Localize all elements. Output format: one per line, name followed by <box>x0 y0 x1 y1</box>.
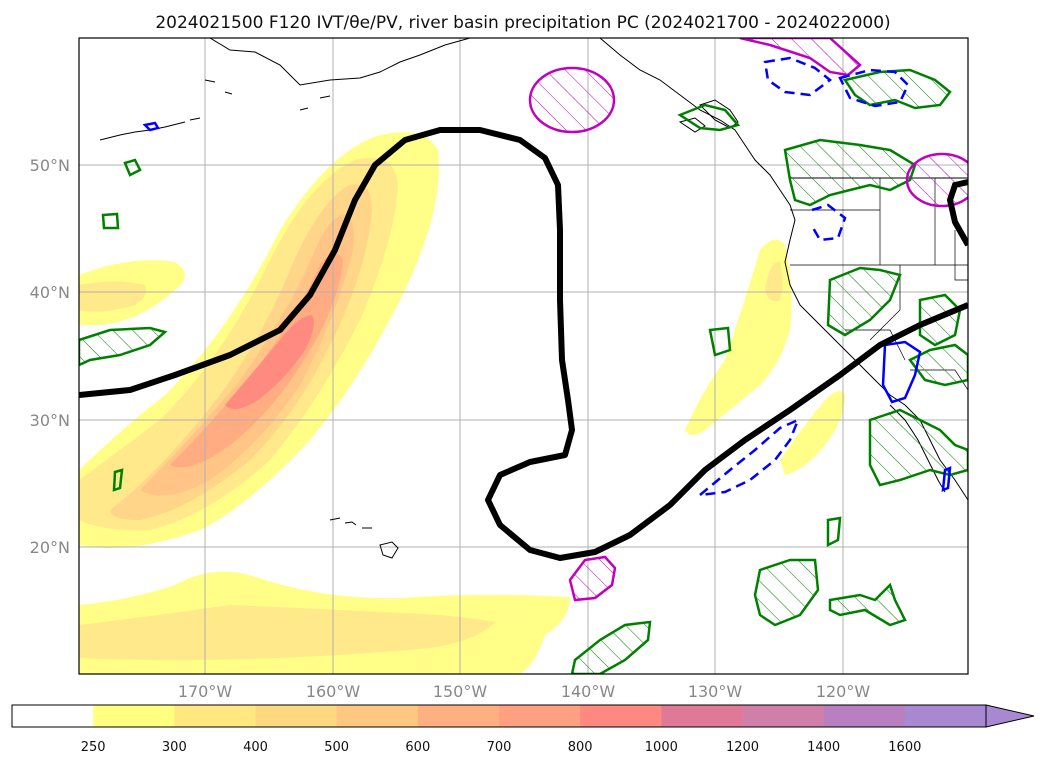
ivt-west-lobe-inner <box>79 281 147 312</box>
latitude-labels: 50°N 40°N 30°N 20°N <box>30 156 70 557</box>
lat-label-20: 20°N <box>30 538 70 557</box>
colorbar-tick-label: 1000 <box>645 740 678 755</box>
colorbar-tick-label: 1200 <box>726 740 759 755</box>
lat-label-50: 50°N <box>30 156 70 175</box>
colorbar-bin <box>823 705 906 727</box>
ivt-plume-500 <box>140 215 354 496</box>
lon-label-120w: 120°W <box>816 682 871 701</box>
ivt-east-plume-inner <box>765 261 783 302</box>
lon-label-140w: 140°W <box>561 682 616 701</box>
colorbar-bin <box>417 705 500 727</box>
map-frame <box>78 37 969 675</box>
colorbar-tick-label: 800 <box>568 740 593 755</box>
lon-label-130w: 130°W <box>688 682 743 701</box>
longitude-labels: 170°W 160°W 150°W 140°W 130°W 120°W <box>178 682 871 701</box>
lon-label-170w: 170°W <box>178 682 233 701</box>
colorbar-bin <box>93 705 175 727</box>
lon-label-160w: 160°W <box>306 682 361 701</box>
theta-contour-2 <box>946 179 968 247</box>
ivt-east-plume <box>685 239 792 435</box>
colorbar-bin <box>12 705 94 727</box>
colorbar-outline <box>11 704 987 728</box>
colorbar-tick-label: 1400 <box>807 740 840 755</box>
lat-label-30: 30°N <box>30 411 70 430</box>
colorbar-tick-label: 1600 <box>888 740 921 755</box>
colorbar-extend-arrow <box>985 704 1035 728</box>
colorbar-tick-label: 600 <box>405 740 430 755</box>
colorbar-tick-label: 700 <box>487 740 512 755</box>
colorbar-tick-label: 300 <box>162 740 187 755</box>
lon-label-150w: 150°W <box>433 682 488 701</box>
colorbar-labels: 250 300 400 500 600 700 800 1000 1200 1400 1600 <box>81 740 922 755</box>
colorbar-bin <box>336 705 419 727</box>
colorbar-bin <box>174 705 256 727</box>
colorbar-tick-label: 250 <box>81 740 106 755</box>
map-title: 2024021500 F120 IVT/θe/PV, river basin p… <box>155 13 890 33</box>
coastlines <box>99 38 968 559</box>
ivt-south-band-inner <box>79 605 495 660</box>
ivt-east-plume-2 <box>780 391 845 475</box>
ivt-plume-800 <box>225 315 314 409</box>
colorbar-bin <box>255 705 338 727</box>
colorbar-bin <box>580 705 662 727</box>
colorbar-bin <box>742 705 825 727</box>
colorbar-tick-label: 500 <box>324 740 349 755</box>
precip-positive-anomaly <box>79 68 968 674</box>
colorbar-tick-label: 400 <box>243 740 268 755</box>
ivt-plume-400 <box>110 184 372 521</box>
colorbar-bin <box>904 705 987 727</box>
colorbar-bin <box>661 705 743 727</box>
pv-contours <box>528 38 968 602</box>
theta-contour <box>79 127 968 561</box>
colorbar <box>11 704 1035 728</box>
colorbar-bin <box>499 705 581 727</box>
lat-label-40: 40°N <box>30 283 70 302</box>
precip-negative-anomaly <box>142 56 952 497</box>
